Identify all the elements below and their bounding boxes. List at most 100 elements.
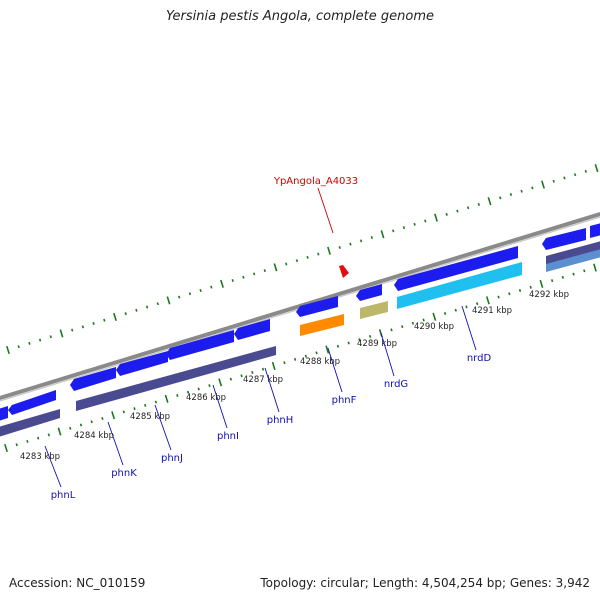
gene-leader-lines [44,305,477,488]
highlight-marker[interactable] [339,265,349,278]
outer-minor-tick [285,262,288,266]
outer-minor-tick [499,196,502,200]
inner-minor-tick [304,354,307,358]
outer-major-tick [113,312,117,321]
cds-bar-right[interactable] [546,240,600,266]
kbp-label-4285: 4285 kbp [130,412,170,422]
kbp-label-4288: 4288 kbp [300,357,340,367]
outer-minor-tick [231,279,234,283]
outer-tick-track [6,164,599,355]
inner-major-tick [593,263,597,272]
inner-minor-tick [144,403,147,407]
highlight-label[interactable]: YpAngola_A4033 [273,176,358,187]
kbp-labels: 4283 kbp 4284 kbp 4285 kbp 4286 kbp 4287… [20,290,569,462]
cds-bar-nrdG[interactable] [360,301,388,319]
gene-arrow-phnK[interactable] [70,367,116,391]
genome-summary-text: Topology: circular; Length: 4,504,254 bp… [260,576,590,590]
outer-minor-tick [349,242,352,246]
inner-minor-tick [411,321,415,325]
gene-label-phnI[interactable]: phnI [217,431,239,442]
inner-minor-tick [101,416,104,420]
outer-minor-tick [445,212,448,216]
map-title: Yersinia pestis Angola, complete genome [166,9,434,24]
inner-minor-tick [465,305,468,309]
outer-minor-tick [71,328,74,332]
gene-arrow-phnL[interactable] [8,390,56,415]
leader-phnI [212,384,228,429]
outer-minor-tick [370,236,373,240]
kbp-label-4286: 4286 kbp [186,393,226,403]
inner-major-tick [218,378,223,387]
inner-minor-tick [572,272,575,276]
gene-arrow-phnJ[interactable] [116,351,168,376]
outer-minor-tick [92,322,95,326]
outer-minor-tick [156,302,159,306]
inner-minor-tick [358,338,361,342]
gene-label-phnF[interactable]: phnF [332,395,357,406]
kbp-label-4291: 4291 kbp [472,306,512,316]
gene-label-phnK[interactable]: phnK [111,468,137,479]
gene-label-phnL[interactable]: phnL [51,490,76,501]
inner-minor-tick [154,400,158,404]
leader-nrdG [380,332,395,377]
gene-arrow-right-2[interactable] [590,222,600,238]
inner-minor-tick [133,407,136,411]
outer-minor-tick [306,255,309,259]
inner-minor-tick [69,426,72,430]
cds-bar-nrdD[interactable] [397,262,522,309]
inner-major-tick [485,296,490,305]
inner-major-tick [432,312,437,321]
leader-phnJ [154,404,172,451]
inner-major-tick [539,279,544,289]
gene-label-nrdD[interactable]: nrdD [467,353,492,364]
outer-minor-tick [317,252,320,256]
gene-arrow-phnF[interactable] [296,296,338,317]
inner-minor-tick [529,285,532,289]
outer-minor-tick [28,341,31,345]
outer-major-tick [594,164,599,173]
outer-minor-tick [413,222,416,226]
gene-arrow-nrdD[interactable] [394,246,518,291]
gene-arrow-nrdG[interactable] [356,284,382,301]
kbp-label-4287: 4287 kbp [243,375,283,385]
inner-minor-tick [336,344,340,348]
outer-minor-tick [531,186,534,190]
gene-arrow-right-1[interactable] [542,228,586,250]
outer-minor-tick [17,345,20,349]
kbp-label-4292: 4292 kbp [529,290,569,300]
inner-minor-tick [47,433,50,437]
inner-minor-tick [229,377,233,381]
outer-minor-tick [242,275,245,279]
outer-major-tick [273,263,278,272]
outer-minor-tick [424,219,427,223]
outer-minor-tick [477,202,480,206]
inner-minor-tick [15,443,18,447]
inner-minor-tick [443,311,447,315]
outer-minor-tick [81,325,85,329]
inner-minor-tick [315,351,318,355]
outer-minor-tick [520,189,523,193]
outer-minor-tick [145,305,149,309]
inner-major-tick [325,345,330,354]
outer-minor-tick [210,285,213,289]
cds-bar-phnK-H[interactable] [76,346,276,411]
gene-label-phnJ[interactable]: phnJ [161,453,183,464]
cds-bar-phnF[interactable] [300,314,344,336]
gene-label-nrdG[interactable]: nrdG [384,379,408,390]
inner-minor-tick [347,341,350,345]
cds-bar-right-light[interactable] [546,248,600,272]
gene-arrow-phnI[interactable] [166,330,234,360]
gene-label-phnH[interactable]: phnH [267,415,294,426]
gene-arrow-left-edge[interactable] [0,406,8,422]
inner-tick-track [4,263,597,453]
inner-minor-tick [476,302,479,306]
inner-minor-tick [186,390,190,394]
inner-minor-tick [26,439,29,443]
outer-minor-tick [103,318,106,322]
gene-arrow-phnH[interactable] [234,319,270,340]
inner-minor-tick [90,420,93,424]
cds-bar-phnL[interactable] [0,409,60,438]
outer-minor-tick [38,338,42,342]
